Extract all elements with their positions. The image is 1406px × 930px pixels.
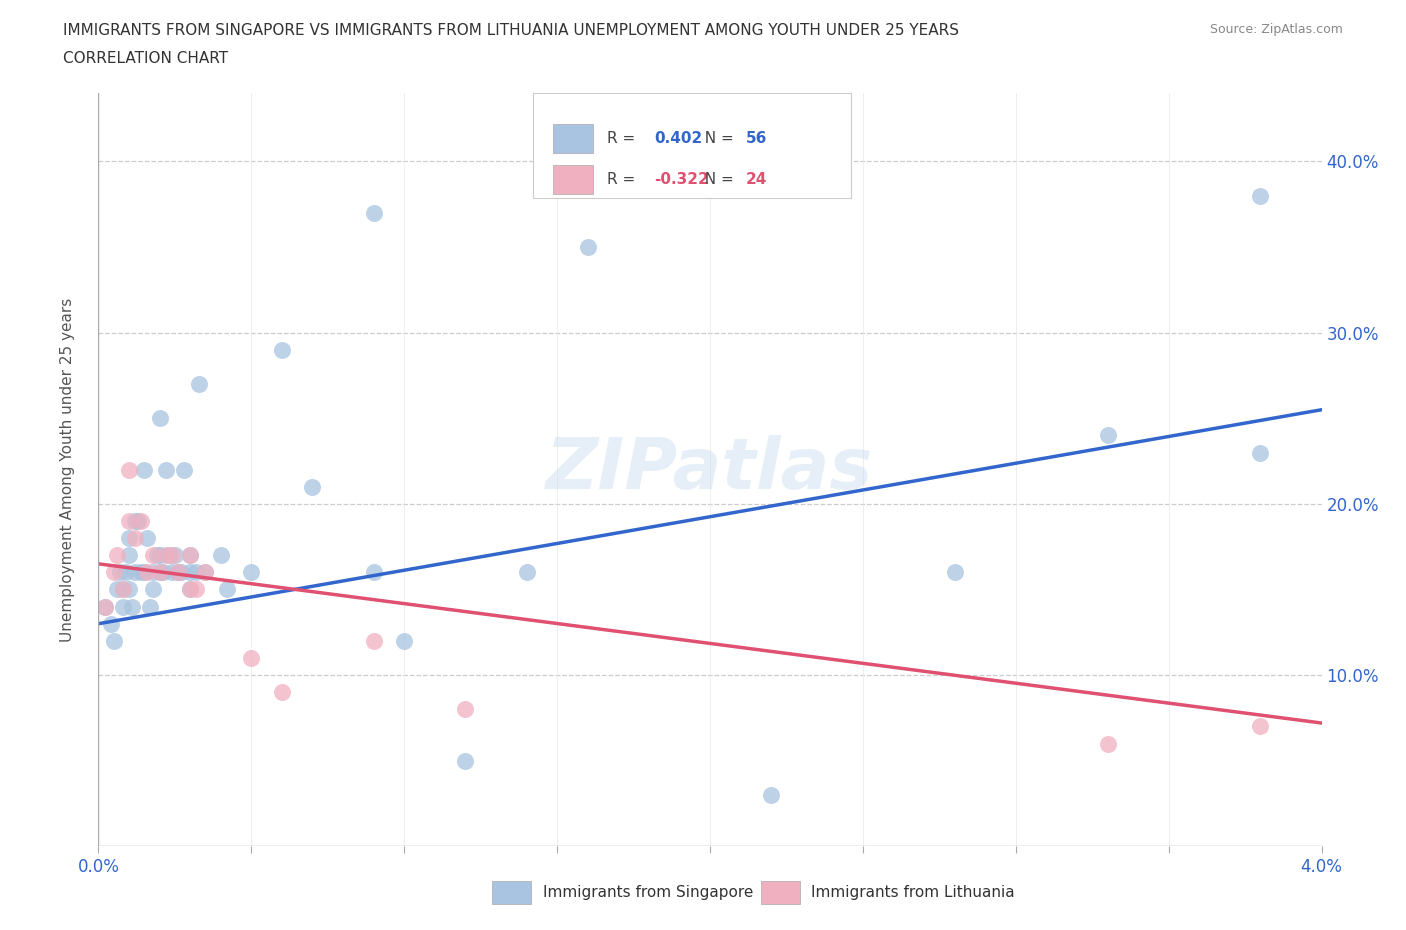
Point xyxy=(1249,445,1271,460)
Point xyxy=(149,565,172,579)
Point xyxy=(392,633,416,648)
Point xyxy=(121,599,143,614)
Text: N =: N = xyxy=(696,172,740,187)
Point xyxy=(160,548,183,563)
Text: ZIPatlas: ZIPatlas xyxy=(547,435,873,504)
Point xyxy=(454,702,477,717)
Point xyxy=(240,565,263,579)
Point xyxy=(105,548,128,563)
Point xyxy=(179,548,201,563)
Point xyxy=(139,599,162,614)
Point xyxy=(1249,719,1271,734)
Point xyxy=(363,565,385,579)
Text: R =: R = xyxy=(607,172,640,187)
Point xyxy=(124,513,146,528)
Point xyxy=(363,633,385,648)
Point xyxy=(124,565,146,579)
FancyBboxPatch shape xyxy=(554,124,592,153)
Point xyxy=(149,411,172,426)
Point xyxy=(103,633,125,648)
Point xyxy=(1097,428,1119,443)
Point xyxy=(142,582,165,597)
Point xyxy=(454,753,477,768)
Point xyxy=(215,582,238,597)
Point xyxy=(157,548,180,563)
Point xyxy=(118,531,141,546)
Point xyxy=(186,565,208,579)
Point xyxy=(240,651,263,666)
Text: Immigrants from Lithuania: Immigrants from Lithuania xyxy=(811,885,1015,900)
Point xyxy=(1249,188,1271,203)
Point xyxy=(145,548,167,563)
Point xyxy=(163,548,186,563)
FancyBboxPatch shape xyxy=(533,93,851,198)
Point xyxy=(160,565,183,579)
Text: N =: N = xyxy=(696,131,740,146)
Point xyxy=(124,531,146,546)
Point xyxy=(576,240,599,255)
Point xyxy=(134,462,156,477)
Text: 24: 24 xyxy=(745,172,766,187)
Text: R =: R = xyxy=(607,131,640,146)
Point xyxy=(118,462,141,477)
Point xyxy=(209,548,232,563)
Point xyxy=(100,617,122,631)
Point xyxy=(188,377,211,392)
Point xyxy=(301,479,323,494)
Point xyxy=(170,565,193,579)
Point xyxy=(136,565,159,579)
Point xyxy=(111,599,134,614)
Point xyxy=(118,548,141,563)
Point xyxy=(155,548,177,563)
FancyBboxPatch shape xyxy=(554,166,592,194)
Point xyxy=(103,565,125,579)
Text: IMMIGRANTS FROM SINGAPORE VS IMMIGRANTS FROM LITHUANIA UNEMPLOYMENT AMONG YOUTH : IMMIGRANTS FROM SINGAPORE VS IMMIGRANTS … xyxy=(63,23,959,38)
Point xyxy=(186,582,208,597)
Point xyxy=(516,565,538,579)
Point xyxy=(129,565,152,579)
Point xyxy=(149,548,172,563)
Point xyxy=(142,548,165,563)
Point xyxy=(93,599,115,614)
Point xyxy=(115,565,138,579)
Point xyxy=(108,565,131,579)
Y-axis label: Unemployment Among Youth under 25 years: Unemployment Among Youth under 25 years xyxy=(60,298,75,642)
Point xyxy=(270,342,294,357)
Point xyxy=(111,582,134,597)
Point xyxy=(194,565,217,579)
Text: CORRELATION CHART: CORRELATION CHART xyxy=(63,51,228,66)
Point xyxy=(149,565,172,579)
Point xyxy=(1097,737,1119,751)
Point xyxy=(173,462,195,477)
Text: 56: 56 xyxy=(745,131,766,146)
Point xyxy=(93,599,115,614)
Point xyxy=(129,513,152,528)
Point xyxy=(179,548,201,563)
Text: -0.322: -0.322 xyxy=(654,172,709,187)
Point xyxy=(118,513,141,528)
Point xyxy=(943,565,966,579)
Point xyxy=(134,565,156,579)
Point xyxy=(142,565,165,579)
Point xyxy=(111,582,134,597)
Point xyxy=(155,462,177,477)
Point xyxy=(179,565,201,579)
Point xyxy=(363,206,385,220)
Point xyxy=(194,565,217,579)
Point xyxy=(167,565,190,579)
Point xyxy=(270,684,294,699)
Point xyxy=(759,788,782,803)
Point xyxy=(167,565,190,579)
Point xyxy=(118,582,141,597)
Text: 0.402: 0.402 xyxy=(654,131,702,146)
Point xyxy=(105,582,128,597)
Point xyxy=(179,582,201,597)
Point xyxy=(127,513,149,528)
Text: Immigrants from Singapore: Immigrants from Singapore xyxy=(543,885,754,900)
Point xyxy=(136,531,159,546)
Point xyxy=(152,565,174,579)
Point xyxy=(179,582,201,597)
Text: Source: ZipAtlas.com: Source: ZipAtlas.com xyxy=(1209,23,1343,36)
